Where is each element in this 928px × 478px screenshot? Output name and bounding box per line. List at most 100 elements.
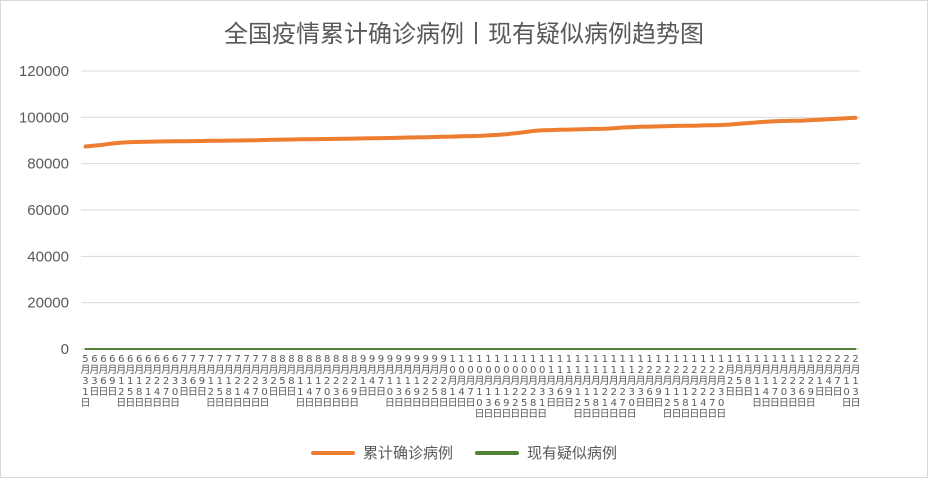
- y-tick-label: 100000: [19, 109, 69, 126]
- y-tick-label: 0: [61, 341, 69, 358]
- y-tick-label: 120000: [19, 63, 69, 80]
- chart-title: 全国疫情累计确诊病例丨现有疑似病例趋势图: [224, 20, 704, 48]
- series-line-0: [83, 115, 858, 149]
- legend-item-suspected: 现有疑似病例: [475, 442, 617, 463]
- legend-label-confirmed: 累计确诊病例: [362, 444, 453, 462]
- legend-swatch-suspected: [475, 450, 519, 455]
- y-tick-label: 40000: [27, 248, 69, 265]
- legend-label-suspected: 现有疑似病例: [527, 444, 618, 462]
- y-tick-label: 20000: [27, 295, 69, 312]
- y-tick-label: 80000: [27, 156, 69, 173]
- legend-swatch-confirmed: [310, 450, 355, 455]
- legend-item-confirmed: 累计确诊病例: [310, 442, 453, 463]
